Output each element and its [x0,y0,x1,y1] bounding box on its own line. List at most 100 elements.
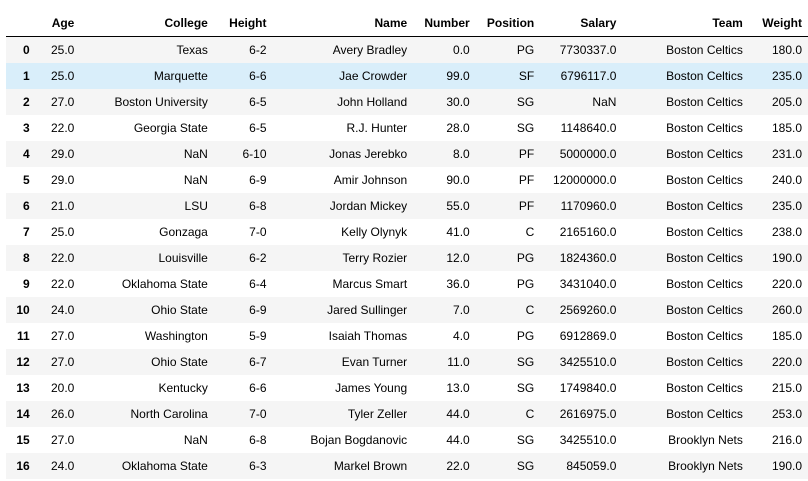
cell-position: PF [518,199,535,213]
cell-age: 25.0 [51,225,75,239]
cell-position: SG [516,95,535,109]
row-index: 3 [23,121,30,135]
cell-age: 25.0 [51,69,75,83]
table-row: 8 22.0 Louisville 6-2 Terry Rozier 12.0 PG 1824… [6,245,808,271]
header-position: Position [475,10,541,37]
table-row: 9 22.0 Oklahoma State 6-4 Marcus Smart 36.0 PG… [6,271,808,297]
cell-age: 22.0 [51,121,75,135]
cell-height: 6-6 [249,381,267,395]
cell-salary: 2569260.0 [559,303,617,317]
cell-height: 6-10 [242,147,267,161]
cell-team: Boston Celtics [666,199,743,213]
cell-college: Ohio State [151,303,208,317]
row-index: 5 [23,173,30,187]
row-index: 0 [23,43,30,57]
header-height: Height [213,10,273,37]
cell-position: PG [516,329,535,343]
cell-team: Boston Celtics [666,121,743,135]
cell-position: SG [516,459,535,473]
cell-college: Kentucky [158,381,208,395]
header-number: Number [413,10,476,37]
row-index: 9 [23,277,30,291]
row-index: 8 [23,251,30,265]
cell-number: 22.0 [446,459,470,473]
table-row: 5 29.0 NaN 6-9 Amir Johnson 90.0 PF 12000000.0 B… [6,167,808,193]
cell-team: Boston Celtics [666,69,743,83]
cell-height: 6-9 [249,303,267,317]
table-row: 7 25.0 Gonzaga 7-0 Kelly Olynyk 41.0 C 2165160.… [6,219,808,245]
cell-team: Boston Celtics [666,381,743,395]
row-index: 4 [23,147,30,161]
cell-position: SF [518,69,535,83]
header-index [6,10,36,37]
cell-team: Boston Celtics [666,329,743,343]
cell-height: 6-2 [249,251,267,265]
cell-team: Boston Celtics [666,173,743,187]
cell-salary: 6796117.0 [560,69,617,83]
cell-position: PG [516,277,535,291]
cell-position: PF [518,173,535,187]
cell-height: 5-9 [249,329,267,343]
cell-name: Jae Crowder [339,69,408,83]
cell-age: 21.0 [51,199,75,213]
cell-name: Kelly Olynyk [341,225,408,239]
cell-number: 41.0 [446,225,470,239]
header-team: Team [622,10,749,37]
cell-name: Bojan Bogdanovic [310,433,408,447]
header-salary: Salary [540,10,623,37]
header-weight: Weight [748,10,808,37]
cell-position: C [525,225,535,239]
cell-college: Georgia State [133,121,208,135]
cell-weight: 180.0 [771,43,802,57]
cell-height: 6-6 [249,69,267,83]
cell-name: R.J. Hunter [346,121,408,135]
cell-salary: 3425510.0 [559,355,617,369]
cell-team: Boston Celtics [666,95,743,109]
row-index: 14 [16,407,30,421]
cell-salary: 1824360.0 [559,251,617,265]
row-index: 15 [16,433,30,447]
cell-age: 22.0 [51,277,75,291]
cell-team: Boston Celtics [666,277,743,291]
cell-team: Boston Celtics [666,251,743,265]
cell-weight: 190.0 [771,459,802,473]
cell-position: SG [516,121,535,135]
cell-age: 24.0 [51,303,75,317]
row-index: 11 [17,329,30,343]
cell-weight: 220.0 [771,355,802,369]
cell-college: NaN [183,147,208,161]
cell-weight: 260.0 [771,303,802,317]
cell-college: Marquette [153,69,208,83]
cell-salary: 1148640.0 [560,121,617,135]
cell-weight: 216.0 [771,433,802,447]
cell-college: LSU [184,199,208,213]
cell-college: NaN [183,173,208,187]
cell-age: 27.0 [51,329,75,343]
cell-height: 6-8 [249,433,267,447]
cell-number: 44.0 [446,433,470,447]
cell-team: Boston Celtics [666,407,743,421]
cell-weight: 205.0 [771,95,802,109]
cell-position: C [525,407,535,421]
cell-name: Jordan Mickey [329,199,408,213]
cell-height: 6-5 [249,95,267,109]
table-row: 4 29.0 NaN 6-10 Jonas Jerebko 8.0 PF 5000000.0 B… [6,141,808,167]
cell-number: 7.0 [453,303,470,317]
table-row: 14 26.0 North Carolina 7-0 Tyler Zeller 44.0 C… [6,401,808,427]
cell-number: 36.0 [446,277,470,291]
cell-number: 30.0 [446,95,470,109]
cell-team: Boston Celtics [666,303,743,317]
cell-name: Avery Bradley [332,43,408,57]
row-index: 6 [23,199,30,213]
cell-college: Ohio State [151,355,208,369]
cell-number: 44.0 [446,407,470,421]
cell-name: Jared Sullinger [327,303,408,317]
cell-number: 55.0 [446,199,470,213]
cell-weight: 238.0 [771,225,802,239]
cell-name: Marcus Smart [332,277,408,291]
cell-name: Tyler Zeller [347,407,408,421]
cell-number: 28.0 [446,121,470,135]
table-row: 2 27.0 Boston University 6-5 John Holland 30.… [6,89,808,115]
cell-age: 25.0 [51,43,75,57]
cell-team: Brooklyn Nets [668,459,743,473]
